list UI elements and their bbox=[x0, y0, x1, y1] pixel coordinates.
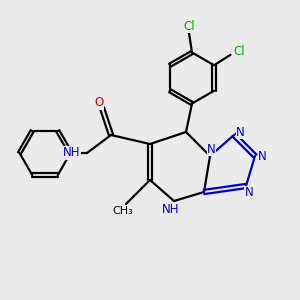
Text: O: O bbox=[94, 96, 103, 110]
Text: N: N bbox=[236, 125, 245, 139]
Text: N: N bbox=[207, 143, 216, 156]
Text: Cl: Cl bbox=[183, 20, 195, 33]
Text: N: N bbox=[258, 149, 267, 163]
Text: CH₃: CH₃ bbox=[112, 206, 134, 216]
Text: NH: NH bbox=[162, 203, 180, 216]
Text: N: N bbox=[244, 186, 253, 199]
Text: NH: NH bbox=[63, 146, 80, 160]
Text: Cl: Cl bbox=[233, 45, 245, 58]
